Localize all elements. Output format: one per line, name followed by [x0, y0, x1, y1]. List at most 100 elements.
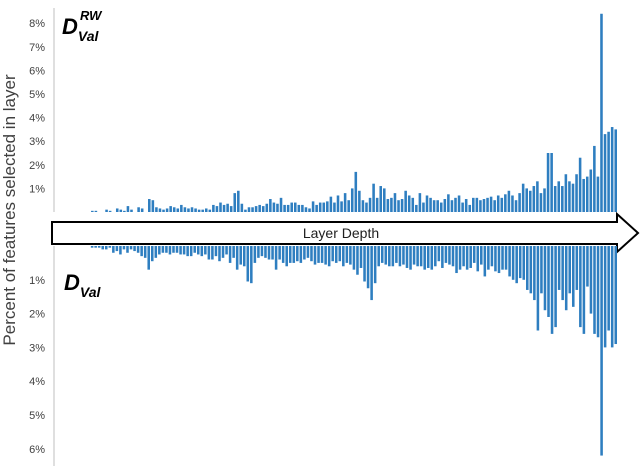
- bottom-label-sub: Val: [80, 284, 102, 300]
- bottom-bar-71: [310, 246, 313, 262]
- bottom-bar-19: [126, 246, 129, 253]
- bottom-bar-34: [179, 246, 182, 255]
- bottom-bar-115: [465, 246, 469, 270]
- bottom-bar-78: [334, 246, 338, 263]
- bottom-bar-151: [593, 246, 596, 334]
- top-bar-91: [383, 188, 386, 212]
- bottom-bar-111: [451, 246, 455, 267]
- top-label-superscript: RW: [80, 8, 103, 23]
- bottom-bar-127: [508, 246, 511, 277]
- bottom-bar-102: [419, 246, 423, 267]
- bottom-bar-84: [356, 246, 359, 275]
- bottom-bar-37: [189, 246, 193, 257]
- bottom-bar-23: [140, 246, 143, 257]
- bottom-bars: [90, 246, 618, 456]
- top-bar-56: [258, 204, 261, 212]
- top-bar-42: [208, 209, 212, 212]
- bottom-bar-103: [423, 246, 426, 270]
- bottom-bar-150: [589, 246, 593, 314]
- bottom-bar-113: [458, 246, 462, 270]
- top-bar-55: [254, 206, 258, 212]
- top-bar-31: [169, 206, 172, 212]
- bottom-bar-104: [426, 246, 430, 268]
- bottom-bar-70: [306, 246, 310, 258]
- top-bar-129: [518, 193, 521, 212]
- bottom-bar-61: [274, 246, 278, 270]
- top-bar-132: [528, 190, 532, 212]
- top-bar-36: [187, 208, 190, 212]
- top-bar-100: [415, 204, 418, 212]
- bottom-bar-134: [533, 246, 536, 301]
- bottom-bar-154: [603, 246, 607, 348]
- top-bar-110: [450, 200, 454, 212]
- bottom-bar-59: [267, 246, 271, 260]
- top-bar-29: [162, 209, 165, 212]
- top-bar-105: [432, 200, 436, 212]
- bottom-bar-119: [480, 246, 483, 265]
- top-bar-135: [539, 193, 543, 212]
- top-y-tick-label: 1%: [29, 183, 45, 195]
- top-bar-90: [379, 186, 383, 212]
- top-bar-44: [215, 206, 219, 212]
- bottom-bar-146: [575, 246, 579, 290]
- bottom-bar-75: [324, 246, 327, 265]
- bottom-bar-120: [483, 246, 487, 277]
- bottom-bar-36: [186, 246, 189, 257]
- top-bar-32: [172, 207, 176, 212]
- bottom-bar-96: [398, 246, 402, 267]
- top-bar-38: [194, 208, 197, 212]
- top-bars: [91, 13, 617, 213]
- bottom-bar-35: [182, 246, 186, 255]
- top-bar-88: [372, 183, 375, 212]
- bottom-bar-54: [250, 246, 253, 284]
- top-bar-84: [358, 190, 361, 212]
- bottom-bar-53: [246, 246, 250, 282]
- bottom-bar-20: [129, 246, 133, 250]
- top-bar-101: [418, 193, 422, 212]
- bottom-bar-136: [540, 246, 543, 294]
- bottom-bar-15: [112, 246, 115, 253]
- top-bar-142: [564, 174, 568, 212]
- bottom-bar-86: [363, 246, 366, 282]
- top-bar-17: [119, 209, 123, 212]
- bottom-bar-107: [437, 246, 441, 262]
- top-bar-111: [454, 197, 457, 212]
- bottom-bar-123: [494, 246, 497, 272]
- bottom-panel: 1% 2% 3% 4% 5% 6% DVal: [29, 246, 618, 466]
- top-bar-138: [550, 153, 553, 212]
- bottom-bar-49: [232, 246, 235, 258]
- top-bar-34: [180, 204, 183, 212]
- bottom-bar-40: [200, 246, 204, 257]
- top-bar-67: [297, 204, 301, 212]
- bottom-bar-130: [518, 246, 522, 279]
- bottom-bar-64: [285, 246, 288, 267]
- top-bar-40: [201, 209, 204, 212]
- top-y-tick-label: 7%: [29, 42, 45, 54]
- bottom-bar-29: [161, 246, 165, 253]
- top-bar-54: [251, 207, 254, 212]
- top-bar-115: [468, 204, 472, 212]
- bottom-bar-66: [292, 246, 296, 263]
- bottom-bar-126: [504, 246, 508, 270]
- bottom-bar-63: [281, 246, 285, 263]
- top-bar-63: [283, 204, 286, 212]
- bottom-bar-97: [402, 246, 405, 265]
- top-bar-114: [464, 199, 468, 212]
- bottom-y-tick-label: 1%: [29, 275, 45, 287]
- bottom-bar-22: [136, 246, 140, 253]
- top-bar-134: [536, 181, 539, 212]
- top-bar-69: [304, 207, 308, 212]
- top-bar-94: [393, 193, 397, 212]
- bottom-bar-152: [596, 246, 600, 338]
- bottom-bar-62: [278, 246, 281, 260]
- bottom-bar-101: [416, 246, 419, 267]
- bottom-bar-155: [607, 246, 610, 331]
- top-bar-92: [386, 199, 390, 212]
- bottom-bar-83: [352, 246, 356, 270]
- bottom-bar-80: [342, 246, 345, 267]
- bottom-bar-25: [147, 246, 150, 270]
- top-bar-143: [568, 181, 571, 212]
- top-bar-136: [543, 188, 546, 212]
- bottom-bar-144: [568, 246, 572, 294]
- bottom-bar-156: [610, 246, 614, 348]
